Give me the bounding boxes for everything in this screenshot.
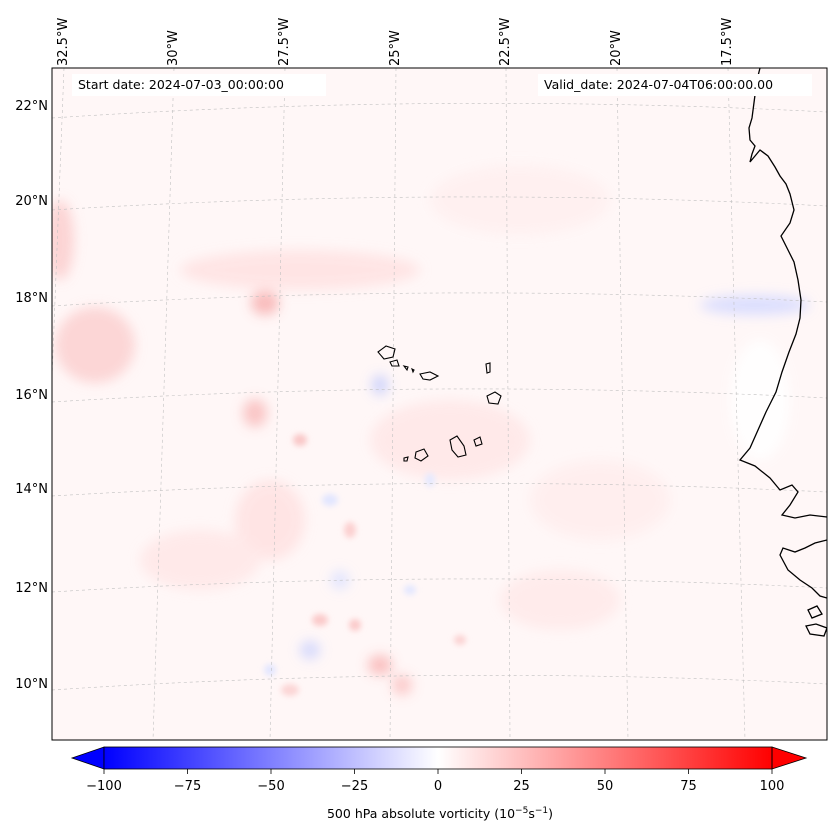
colorbar-tick-label: 50 [596,779,614,794]
longitude-label: 27.5°W [275,0,295,66]
longitude-label: 32.5°W [54,0,74,66]
colorbar-tick-label: 100 [759,779,785,794]
graticule [52,68,827,740]
longitude-label-text: 32.5°W [56,17,71,66]
latitude-label: 12°N [15,581,48,596]
start-date-label: Start date: 2024-07-03_00:00:00 [72,74,326,96]
latitude-label: 14°N [15,482,48,497]
colorbar-tick-label: −75 [173,779,202,794]
colorbar-gradient [104,747,772,769]
longitude-label-text: 30°W [166,30,181,66]
longitude-label-text: 17.5°W [720,17,735,66]
colorbar [70,746,808,774]
colorbar-tick-label: 75 [680,779,697,794]
longitude-label: 20°W [607,0,627,66]
longitude-label-text: 20°W [609,30,624,66]
colorbar-tick-label: −100 [86,779,122,794]
longitude-label-text: 25°W [388,30,403,66]
longitude-label: 17.5°W [718,0,738,66]
colorbar-max-extend [771,746,808,770]
longitude-label: 30°W [164,0,184,66]
coastline [738,68,827,637]
colorbar-tick-label: −50 [257,779,285,794]
longitude-label: 22.5°W [496,0,516,66]
cape-verde-islands [377,345,502,462]
latitude-label: 20°N [15,194,48,209]
colorbar-label: 500 hPa absolute vorticity (10−5s−1) [326,806,553,822]
latitude-label: 10°N [15,677,48,692]
longitude-label-text: 22.5°W [498,17,513,66]
vorticity-field [52,68,827,740]
latitude-label: 22°N [15,99,48,114]
colorbar-min-extend [70,746,105,770]
colorbar-tick-label: −25 [340,779,369,794]
valid-date-label: Valid_date: 2024-07-04T06:00:00.00 [538,74,812,96]
latitude-label: 16°N [15,388,48,403]
longitude-label: 25°W [386,0,406,66]
colorbar-tick-label: 0 [433,779,443,794]
colorbar-tick-label: 25 [513,779,530,794]
longitude-label-text: 27.5°W [277,17,292,66]
map-frame [51,67,828,741]
latitude-label: 18°N [15,291,48,306]
